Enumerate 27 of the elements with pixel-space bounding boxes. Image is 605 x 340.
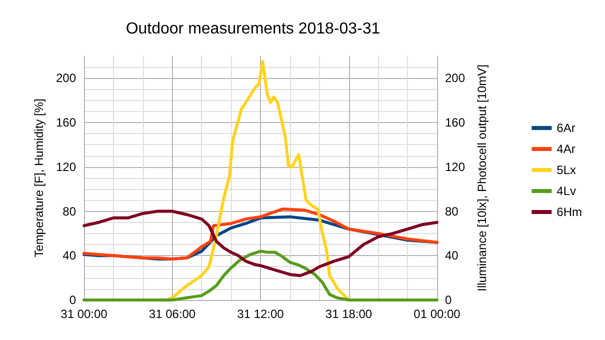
x-tick-label: 31 06:00 bbox=[148, 307, 196, 321]
y-tick-label: 80 bbox=[62, 204, 76, 218]
y2-tick-label: 0 bbox=[445, 293, 452, 307]
legend-label: 5Lx bbox=[556, 163, 576, 177]
x-tick-label: 31 18:00 bbox=[325, 307, 372, 321]
y2-tick-label: 160 bbox=[445, 116, 466, 130]
legend-label: 4Ar bbox=[556, 142, 576, 156]
y-tick-label: 120 bbox=[56, 160, 76, 174]
y-tick-label: 200 bbox=[56, 71, 76, 86]
x-tick-label: 01 00:00 bbox=[414, 307, 461, 321]
legend-label: 6Ar bbox=[556, 121, 576, 135]
line-series bbox=[82, 250, 438, 302]
y2-axis-title: Illuminance [10lx], Photocell output [10mV] bbox=[474, 64, 489, 292]
y-tick-label: 0 bbox=[69, 293, 76, 307]
y2-tick-label: 200 bbox=[445, 71, 466, 86]
y-tick-label: 40 bbox=[62, 248, 76, 263]
x-tick-label: 31 12:00 bbox=[237, 307, 284, 321]
y-tick-label: 160 bbox=[56, 116, 76, 130]
legend-label: 6Hm bbox=[556, 205, 582, 219]
chart-title: Outdoor measurements 2018-03-31 bbox=[126, 20, 380, 38]
y2-tick-label: 40 bbox=[445, 248, 459, 263]
y2-tick-label: 120 bbox=[445, 160, 466, 174]
x-tick-label: 31 00:00 bbox=[60, 307, 108, 321]
legend-label: 4Lv bbox=[556, 184, 576, 198]
y2-tick-label: 80 bbox=[445, 204, 459, 218]
y-axis-title: Temperature [F], Humidity [%] bbox=[32, 98, 46, 258]
line-series bbox=[82, 210, 438, 278]
